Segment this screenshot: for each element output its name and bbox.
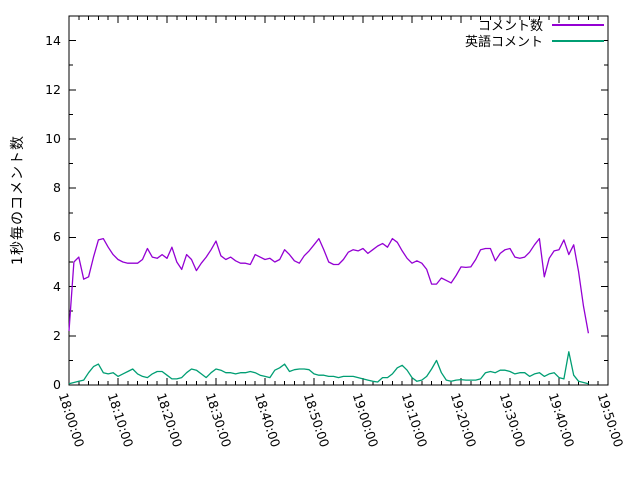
y-tick-label: 0: [53, 377, 61, 392]
series-line-0: [68, 237, 590, 334]
series-lines: [68, 237, 590, 385]
y-tick-label: 12: [45, 81, 61, 97]
legend-item-english: 英語コメント: [464, 33, 604, 50]
y-tick-label: 4: [53, 278, 61, 294]
legend: コメント数 英語コメント: [464, 17, 604, 50]
y-tick-label: 8: [53, 180, 61, 196]
y-tick-label: 2: [53, 327, 61, 343]
y-tick-label: 10: [45, 131, 61, 146]
plot-border-and-ticks: [68, 15, 609, 386]
y-tick-label: 6: [53, 229, 61, 245]
legend-item-comments: コメント数: [465, 17, 604, 34]
y-tick-label: 14: [45, 32, 61, 48]
series-line-1: [68, 351, 589, 385]
legend-line-sample-comments: [552, 23, 604, 26]
legend-label-english: 英語コメント: [464, 35, 543, 50]
legend-line-sample-english: [552, 39, 604, 42]
legend-label-comments: コメント数: [477, 19, 543, 34]
